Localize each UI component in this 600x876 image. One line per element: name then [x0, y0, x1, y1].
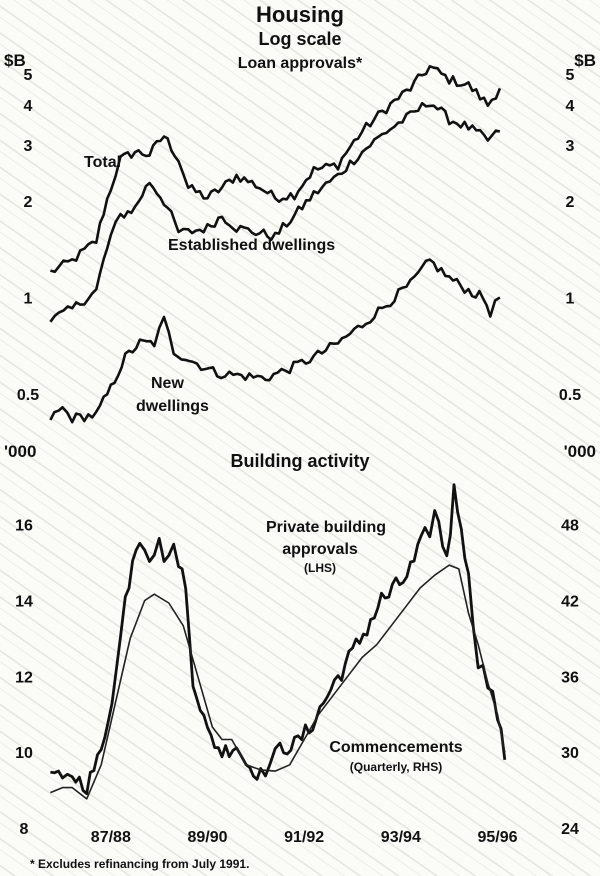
bottom-panel-title: Building activity: [230, 451, 369, 471]
top-y-tick-right: 1: [566, 290, 575, 307]
bottom-y-tick-left: 16: [15, 518, 33, 535]
x-tick-label: 91/92: [284, 829, 324, 846]
top-right-unit: $B: [574, 51, 596, 70]
x-tick-labels: 87/88 89/90 91/92 93/94 95/96: [91, 829, 518, 846]
top-y-tick-right: 5: [566, 67, 575, 84]
top-panel-title: Loan approvals*: [238, 55, 363, 72]
top-y-tick-left: 4: [24, 98, 33, 115]
top-y-tick-left: 0.5: [17, 387, 39, 404]
bottom-y-tick-labels-left: 8 10 12 14 16: [15, 518, 33, 838]
top-y-tick-right: 3: [566, 138, 575, 155]
top-y-tick-left: 3: [24, 138, 33, 155]
x-tick-label: 87/88: [91, 829, 131, 846]
bottom-y-tick-left: 12: [15, 669, 33, 686]
label-new-dwellings-line1: New: [151, 375, 184, 392]
top-y-tick-labels-left: 0.5 1 2 3 4 5: [17, 67, 39, 404]
top-y-tick-left: 5: [24, 67, 33, 84]
bottom-right-unit: '000: [564, 442, 596, 461]
bottom-y-tick-right: 24: [561, 821, 579, 838]
top-y-tick-left: 1: [24, 290, 33, 307]
series-commencements-line: [50, 564, 506, 800]
series-established-line: [49, 101, 501, 323]
chart-subtitle: Log scale: [258, 29, 341, 49]
bottom-y-tick-labels-right: 24 30 36 42 48: [561, 518, 579, 838]
series-layer: [49, 65, 507, 800]
bottom-y-tick-right: 36: [561, 669, 579, 686]
series-private-approvals-line: [50, 483, 507, 796]
series-new-dwellings-line: [49, 258, 501, 424]
label-commencements: Commencements: [329, 739, 462, 756]
x-tick-label: 95/96: [477, 829, 517, 846]
label-established-dwellings: Established dwellings: [168, 237, 335, 254]
chart-title: Housing: [256, 2, 344, 27]
top-y-tick-left: 2: [24, 194, 33, 211]
top-y-tick-right: 4: [566, 98, 575, 115]
label-total: Total: [84, 154, 121, 171]
label-new-dwellings-line2: dwellings: [136, 398, 209, 415]
top-left-unit: $B: [4, 51, 26, 70]
top-y-tick-right: 0.5: [559, 387, 581, 404]
top-y-tick-right: 2: [566, 194, 575, 211]
x-tick-label: 93/94: [381, 829, 421, 846]
bottom-y-tick-left: 14: [15, 594, 33, 611]
bottom-y-tick-right: 42: [561, 594, 579, 611]
bottom-y-tick-left: 10: [15, 745, 33, 762]
x-tick-label: 89/90: [187, 829, 227, 846]
series-total-line: [50, 65, 502, 274]
label-approvals-line1: Private building: [266, 519, 386, 536]
bottom-y-tick-right: 30: [561, 745, 579, 762]
bottom-left-unit: '000: [4, 442, 36, 461]
bottom-y-tick-left: 8: [20, 821, 29, 838]
label-approvals-note: (LHS): [304, 561, 336, 575]
label-approvals-line2: approvals: [282, 541, 358, 558]
footnote: * Excludes refinancing from July 1991.: [30, 857, 249, 871]
top-y-tick-labels-right: 0.5 1 2 3 4 5: [559, 67, 581, 404]
bottom-y-tick-right: 48: [561, 518, 579, 535]
label-commencements-note: (Quarterly, RHS): [350, 760, 442, 774]
